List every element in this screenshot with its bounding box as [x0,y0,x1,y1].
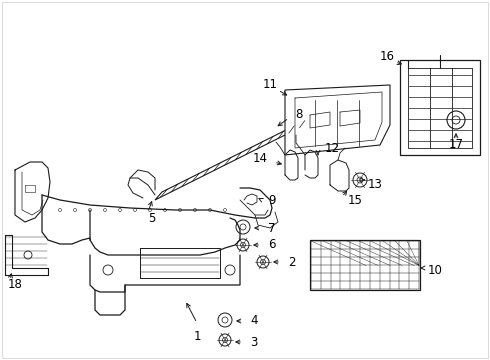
Circle shape [89,208,92,211]
Text: 15: 15 [348,194,363,207]
Circle shape [209,208,212,211]
Circle shape [241,243,245,248]
Text: 7: 7 [268,221,275,234]
Circle shape [133,208,137,211]
Text: 11: 11 [263,78,278,91]
Circle shape [148,208,151,211]
Text: 9: 9 [268,194,275,207]
Circle shape [223,208,226,211]
Circle shape [222,338,227,342]
Circle shape [103,208,106,211]
Circle shape [353,173,367,187]
Circle shape [119,208,122,211]
Text: 12: 12 [325,141,340,154]
Circle shape [261,260,266,265]
Circle shape [218,313,232,327]
Polygon shape [310,240,420,290]
Circle shape [447,111,465,129]
Text: 17: 17 [448,139,464,152]
Polygon shape [155,118,310,200]
Circle shape [237,239,249,251]
Circle shape [194,208,196,211]
Circle shape [236,220,250,234]
Text: 5: 5 [148,211,156,225]
Circle shape [24,251,32,259]
Circle shape [103,265,113,275]
Circle shape [225,265,235,275]
Text: 4: 4 [250,315,258,328]
Text: 16: 16 [380,50,395,63]
Text: 14: 14 [253,152,268,165]
Text: 8: 8 [295,108,302,122]
Circle shape [74,208,76,211]
Text: 1: 1 [193,330,201,343]
Text: 6: 6 [268,238,275,252]
Text: 10: 10 [428,264,443,276]
Circle shape [357,177,363,183]
Circle shape [219,334,231,346]
Circle shape [178,208,181,211]
Polygon shape [285,85,390,155]
Circle shape [240,224,246,230]
Text: 18: 18 [8,279,23,292]
Text: 2: 2 [288,256,295,269]
Text: 13: 13 [368,179,383,192]
Circle shape [452,116,460,124]
Text: 3: 3 [250,336,257,348]
Circle shape [222,317,228,323]
Circle shape [164,208,167,211]
Polygon shape [400,60,480,155]
Circle shape [58,208,62,211]
Circle shape [257,256,269,268]
